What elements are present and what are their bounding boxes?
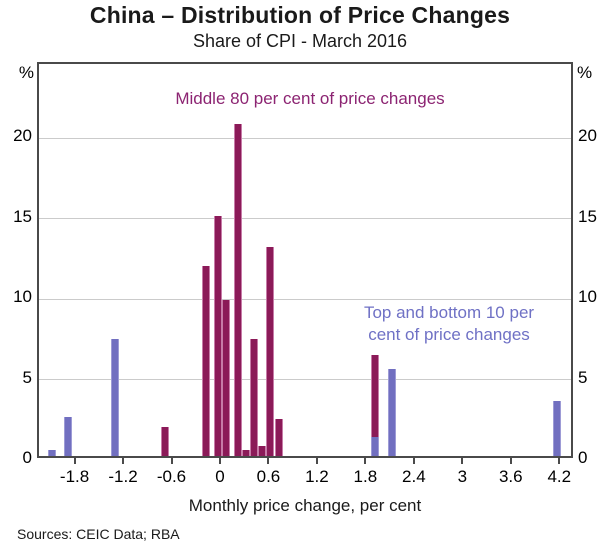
middle80-bar-x0.4 xyxy=(250,338,259,456)
right-y-tick-label-15: 15 xyxy=(578,206,597,226)
x-tick-mark-0 xyxy=(218,458,221,464)
x-tick-mark--1.8 xyxy=(73,458,76,464)
gridline-y-15 xyxy=(39,218,571,220)
gridline-y-20 xyxy=(39,137,571,139)
right-y-tick-label-10: 10 xyxy=(578,287,597,307)
gridline-y-5 xyxy=(39,379,571,380)
x-tick-label-4.2: 4.2 xyxy=(547,467,572,486)
chart-subtitle: Share of CPI - March 2016 xyxy=(192,31,408,51)
top-bottom10-bar-x2.1 xyxy=(387,369,396,456)
middle80-bar-x0.5 xyxy=(258,446,267,456)
x-tick-mark-4.2 xyxy=(558,458,561,464)
x-axis-label: Monthly price change, per cent xyxy=(188,496,422,515)
plot-area xyxy=(37,62,573,458)
y-axis-unit-left: % xyxy=(18,63,34,82)
y-axis-unit-right: % xyxy=(577,63,593,82)
gridline-y-10 xyxy=(39,298,571,300)
top-bottom10-bar-x1.9 xyxy=(371,436,380,456)
top-bottom10-bar-x4.15 xyxy=(553,401,562,456)
top-bottom10-bar-x-1.33 xyxy=(110,338,119,456)
x-tick-label-0: 0 xyxy=(215,467,225,486)
top-bottom10-bar-x-1.9 xyxy=(64,417,73,456)
middle80-bar-x0.6 xyxy=(266,246,275,456)
right-y-tick-label-20: 20 xyxy=(578,126,597,146)
middle80-bar-x-0.2 xyxy=(201,266,210,456)
middle80-bar-x-0.7 xyxy=(161,427,170,456)
left-y-tick-label-20: 20 xyxy=(13,126,32,146)
x-tick-mark--1.2 xyxy=(122,458,125,464)
x-tick-label-3.6: 3.6 xyxy=(498,467,523,486)
x-tick-mark-2.4 xyxy=(412,458,415,464)
middle80-bar-x0.2 xyxy=(234,124,243,456)
left-y-tick-label-5: 5 xyxy=(22,367,32,387)
x-tick-label-1.8: 1.8 xyxy=(353,467,378,486)
sources-note: Sources: CEIC Data; RBA xyxy=(17,526,180,542)
right-y-tick-label-5: 5 xyxy=(578,367,588,387)
x-tick-label-0.6: 0.6 xyxy=(256,467,281,486)
left-y-tick-label-0: 0 xyxy=(22,448,32,467)
middle80-bar-x0.3 xyxy=(242,449,251,456)
top-bottom10-bar-x-2.1 xyxy=(48,449,57,456)
x-tick-mark-3 xyxy=(461,458,464,464)
x-tick-label-3: 3 xyxy=(457,467,468,486)
middle80-bar-x-0.05 xyxy=(213,216,222,456)
x-tick-label--1.8: -1.8 xyxy=(59,467,90,486)
middle80-bar-x1.9 xyxy=(371,354,380,456)
annotation-middle-80: Middle 80 per cent of price changes xyxy=(175,89,445,108)
x-tick-label-2.4: 2.4 xyxy=(402,467,426,486)
left-y-tick-label-15: 15 xyxy=(13,206,32,226)
x-tick-mark-0.6 xyxy=(267,458,270,464)
chart-title: China – Distribution of Price Changes xyxy=(89,2,511,28)
right-y-tick-label-0: 0 xyxy=(578,448,588,467)
x-tick-label--0.6: -0.6 xyxy=(156,467,187,486)
left-y-tick-label-10: 10 xyxy=(13,287,32,307)
x-tick-label-1.2: 1.2 xyxy=(305,467,329,486)
x-tick-mark-1.2 xyxy=(315,458,318,464)
x-tick-label--1.2: -1.2 xyxy=(108,467,138,486)
middle80-bar-x0.05 xyxy=(222,299,230,456)
x-tick-mark-1.8 xyxy=(364,458,367,464)
annotation-top-bottom-10: Top and bottom 10 per cent of price chan… xyxy=(363,303,535,344)
x-tick-mark--0.6 xyxy=(170,458,173,464)
x-tick-mark-3.6 xyxy=(509,458,512,464)
middle80-bar-x0.7 xyxy=(274,418,283,456)
